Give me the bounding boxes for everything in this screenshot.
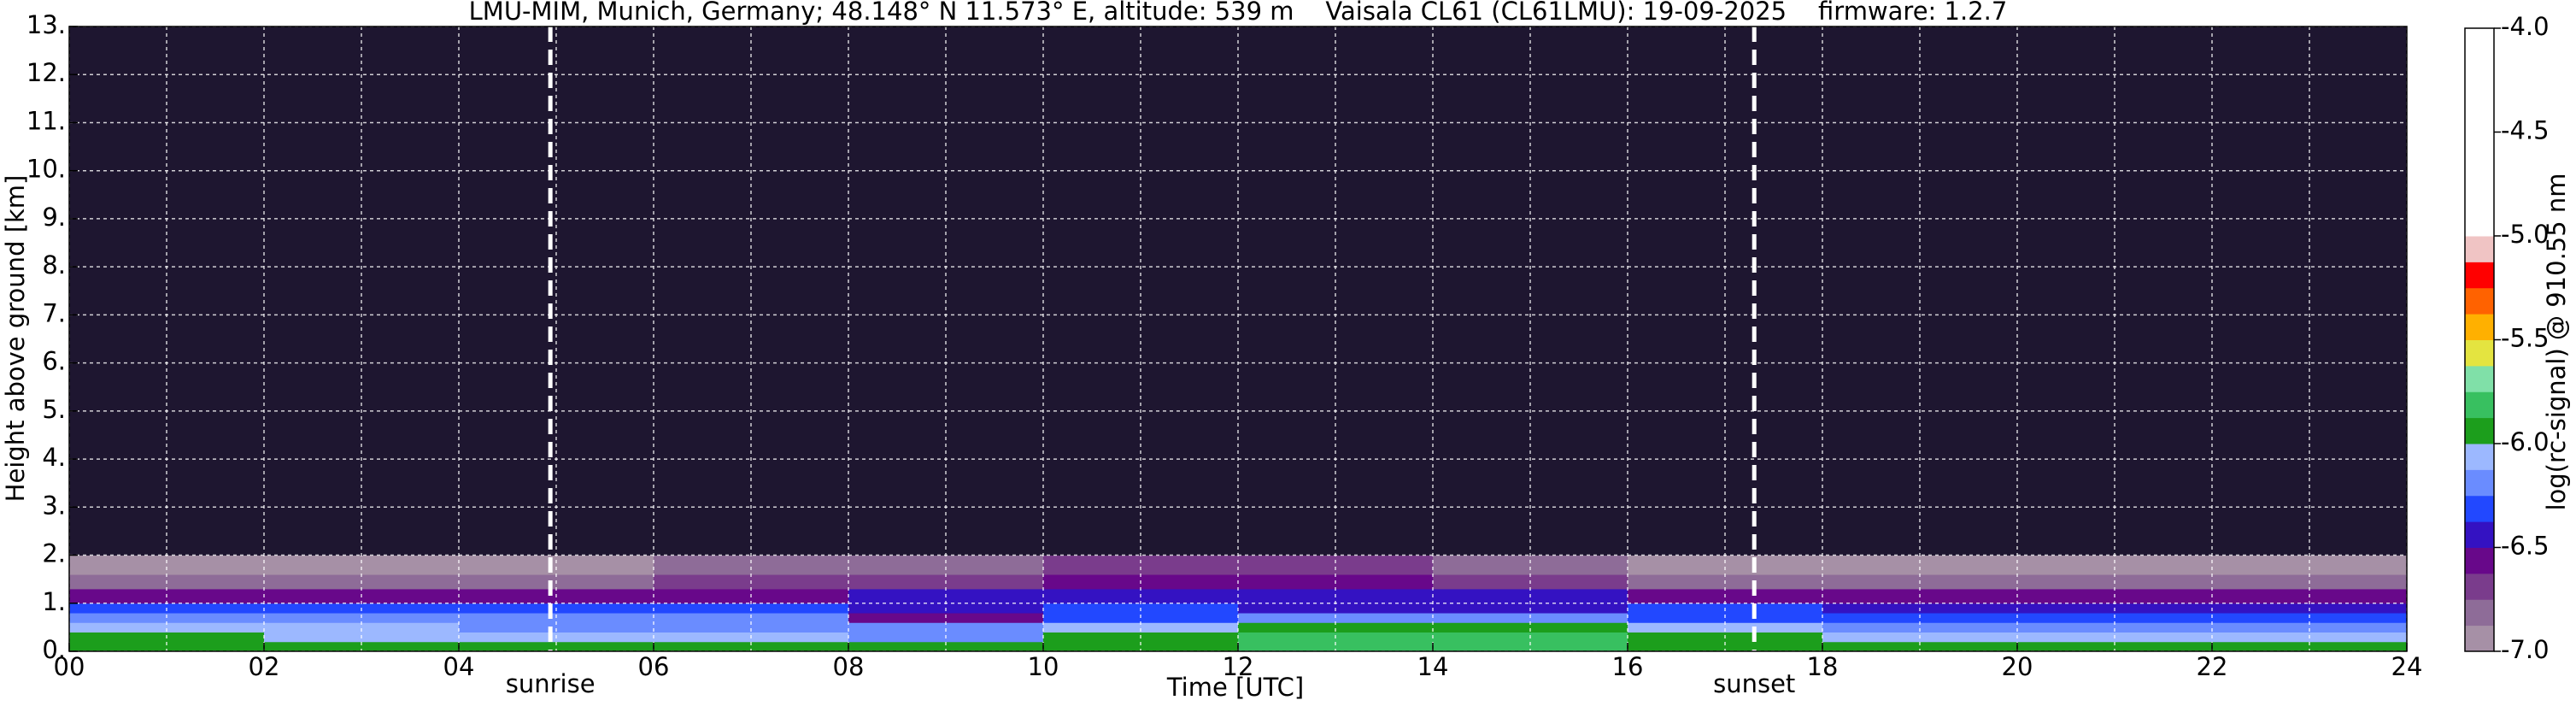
heatmap-cell — [1238, 641, 1434, 652]
colorbar-label: log(rc-signal) @ 910.55 nm — [2542, 173, 2571, 510]
heatmap-cell — [1043, 555, 1239, 575]
y-axis-label: Height above ground [km] — [1, 175, 30, 503]
heatmap-cell — [1628, 555, 1823, 575]
heatmap-cell — [1628, 622, 1823, 633]
colorbar-tick-label: -5.5 — [2501, 324, 2550, 353]
y-tick-label: 2. — [42, 539, 66, 568]
heatmap-cell — [654, 622, 849, 633]
heatmap-cell — [848, 622, 1044, 633]
colorbar-tick-label: -4.0 — [2501, 12, 2550, 41]
heatmap-cell — [1043, 641, 1239, 652]
heatmap-cell — [459, 555, 654, 575]
colorbar-tick-label: -4.5 — [2501, 116, 2550, 145]
heatmap-cell — [69, 622, 265, 633]
y-tick-label: 6. — [42, 347, 66, 376]
colorbar-bin — [2465, 365, 2494, 392]
chart-title: LMU-MIM, Munich, Germany; 48.148° N 11.5… — [469, 0, 2008, 26]
heatmap-cell — [2212, 622, 2408, 633]
y-tick-label: 12. — [26, 58, 66, 87]
y-tick-label: 13. — [26, 10, 66, 39]
colorbar-bin — [2465, 469, 2494, 497]
annotation-label: sunrise — [506, 669, 596, 698]
heatmap-cell — [2017, 555, 2213, 575]
heatmap-cell — [1433, 622, 1628, 633]
heatmap-cell — [654, 641, 849, 652]
colorbar-bin — [2465, 391, 2494, 419]
heatmap-cell — [848, 641, 1044, 652]
x-tick-label: 10 — [1028, 652, 1059, 681]
x-tick-label: 12 — [1223, 652, 1254, 681]
y-tick-label: 0. — [42, 635, 66, 664]
colorbar-bin — [2465, 444, 2494, 470]
heatmap-cell — [1822, 555, 2018, 575]
heatmap-cell — [1433, 641, 1628, 652]
heatmap-cell — [2017, 641, 2213, 652]
colorbar-tick-label: -6.0 — [2501, 427, 2550, 456]
x-tick-label: 16 — [1612, 652, 1644, 681]
x-tick-label: 14 — [1417, 652, 1449, 681]
heatmap-cell — [1238, 555, 1434, 575]
colorbar-bin — [2465, 495, 2494, 522]
colorbar-bin — [2465, 287, 2494, 315]
y-tick-label: 4. — [42, 443, 66, 472]
heatmap-cell — [264, 641, 460, 652]
x-axis-label: Time [UTC] — [1166, 673, 1304, 702]
colorbar-bin — [2465, 547, 2494, 574]
colorbar-bin — [2465, 625, 2494, 652]
heatmap-cell — [1628, 641, 1823, 652]
x-tick-label: 06 — [638, 652, 670, 681]
heatmap-cell — [1238, 622, 1434, 633]
colorbar-tick-label: -5.0 — [2501, 220, 2550, 249]
heatmap-cell — [1043, 622, 1239, 633]
x-tick-label: 04 — [443, 652, 475, 681]
heatmap-cell — [459, 622, 654, 633]
heatmap-cell — [654, 555, 849, 575]
heatmap-cell — [69, 641, 265, 652]
y-tick-label: 1. — [42, 587, 66, 616]
heatmap-cell — [2017, 622, 2213, 633]
annotation-label: sunset — [1713, 669, 1795, 698]
x-tick-label: 22 — [2197, 652, 2228, 681]
heatmap-cell — [1433, 555, 1628, 575]
colorbar-bin — [2465, 599, 2494, 627]
y-tick-label: 5. — [42, 395, 66, 424]
y-tick-label: 3. — [42, 491, 66, 520]
colorbar-bin — [2465, 573, 2494, 600]
heatmap-cell — [1822, 641, 2018, 652]
heatmap-cell — [848, 555, 1044, 575]
heatmap-cell — [264, 555, 460, 575]
y-tick-label: 7. — [42, 298, 66, 327]
y-tick-label: 9. — [42, 203, 66, 232]
y-tick-label: 10. — [26, 155, 66, 184]
y-tick-label: 11. — [26, 106, 66, 135]
colorbar-bin — [2465, 236, 2494, 262]
y-tick-label: 8. — [42, 250, 66, 279]
x-tick-label: 18 — [1807, 652, 1839, 681]
colorbar-bin — [2465, 314, 2494, 340]
colorbar-bin — [2465, 417, 2494, 444]
x-tick-label: 20 — [2002, 652, 2033, 681]
x-tick-label: 24 — [2391, 652, 2423, 681]
x-tick-label: 08 — [833, 652, 865, 681]
heatmap-cell — [69, 555, 265, 575]
heatmap-cell — [1822, 622, 2018, 633]
colorbar-tick-label: -7.0 — [2501, 635, 2550, 664]
heatmap-cell — [264, 622, 460, 633]
x-tick-label: 02 — [249, 652, 280, 681]
x-tick-label: 00 — [54, 652, 85, 681]
colorbar-bin — [2465, 262, 2494, 289]
colorbar-bin — [2465, 339, 2494, 367]
heatmap-cell — [2212, 555, 2408, 575]
colorbar-bin — [2465, 521, 2494, 548]
colorbar-bin — [2465, 28, 2494, 237]
heatmap — [69, 26, 2408, 652]
colorbar-tick-label: -6.5 — [2501, 532, 2550, 561]
heatmap-cell — [2212, 641, 2408, 652]
heatmap-cell — [459, 641, 654, 652]
